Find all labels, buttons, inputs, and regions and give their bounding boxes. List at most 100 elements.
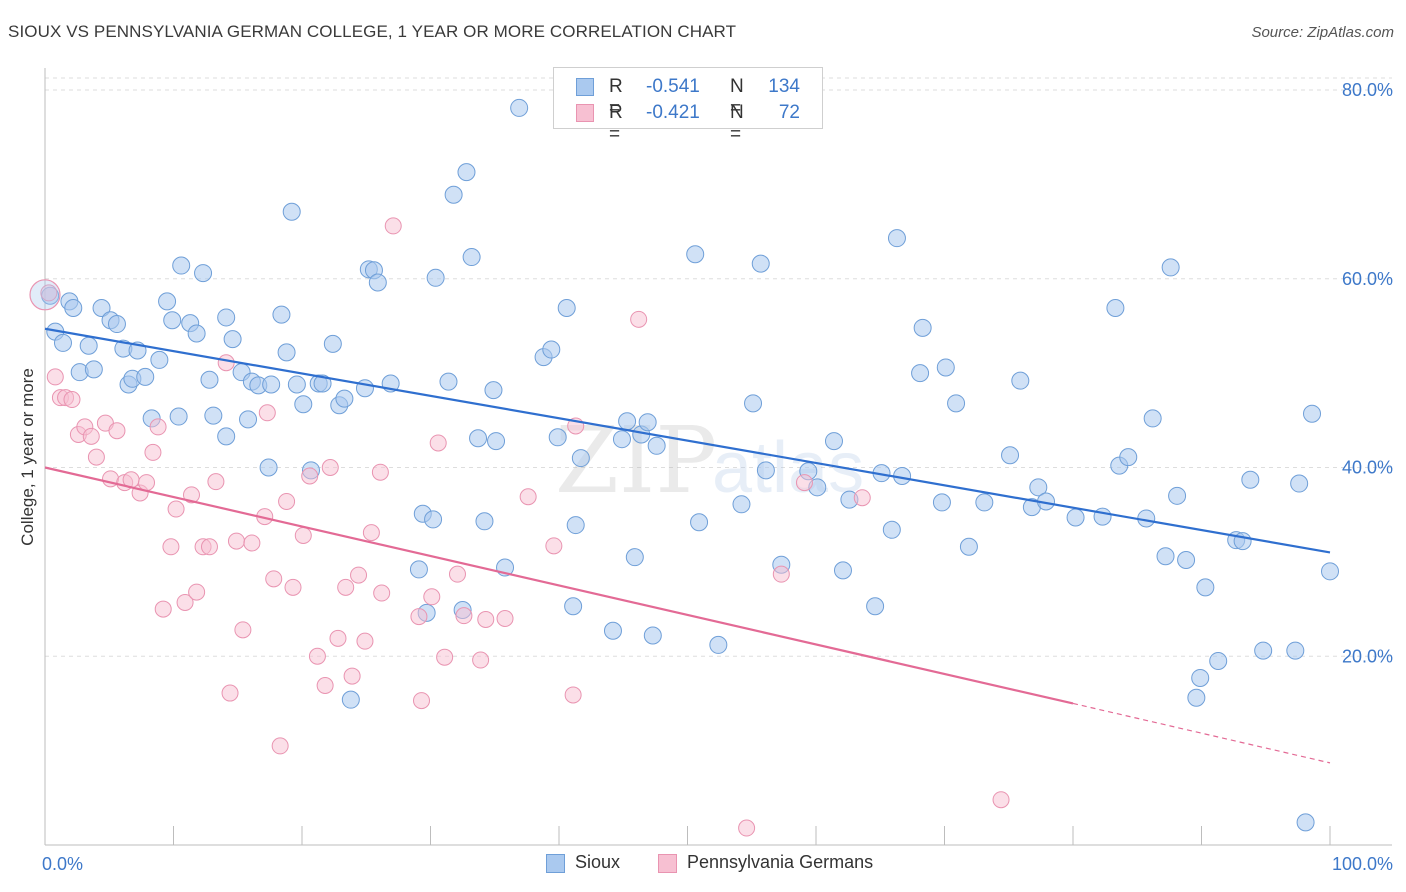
sioux-point (79, 336, 98, 355)
sioux-point (936, 358, 955, 377)
pa-german-point (200, 538, 218, 556)
pa-german-point (301, 467, 319, 485)
trend-lines (44, 327, 1331, 764)
pa-german-point (217, 354, 235, 372)
sioux-point (625, 548, 644, 567)
sioux-point (439, 372, 458, 391)
sioux-point (647, 436, 666, 455)
y-tick-label: 40.0% (1342, 458, 1393, 478)
sioux-point (424, 510, 443, 529)
sioux-point (1161, 258, 1180, 277)
sioux-point (1209, 651, 1228, 670)
sioux-point (510, 98, 529, 117)
sioux-point (335, 389, 354, 408)
sioux-point (272, 305, 291, 324)
pa-german-point (350, 566, 368, 584)
sioux-point (462, 248, 481, 267)
sioux-point (833, 561, 852, 580)
sioux-point (751, 254, 770, 273)
r-value: -0.421 (646, 102, 700, 123)
sioux-point (487, 432, 506, 451)
x-tick-label-max: 100.0% (1332, 854, 1393, 874)
pa-german-point (564, 686, 582, 704)
sioux-point (866, 597, 885, 616)
pa-german-point (154, 600, 172, 618)
sioux-point (187, 324, 206, 343)
sioux-point (136, 367, 155, 386)
pa-german-point (321, 459, 339, 476)
sioux-point (612, 430, 631, 449)
pa-german-point (343, 667, 361, 685)
source-credit: Source: ZipAtlas.com (1251, 24, 1394, 41)
sioux-point (200, 370, 219, 389)
pa-german-point (477, 610, 495, 628)
sioux-point (1156, 547, 1175, 566)
sioux-point (1191, 668, 1210, 687)
sioux-point (368, 273, 387, 292)
pa-german-point (738, 819, 756, 837)
sioux-point (158, 292, 177, 311)
pa-german-point (992, 791, 1010, 809)
pa-german-point (795, 474, 813, 492)
sioux-point (444, 185, 463, 204)
sioux-point (932, 493, 951, 512)
sioux-point (756, 461, 775, 480)
watermark: ZIP atlas (555, 407, 864, 514)
r-label: R = (609, 76, 623, 119)
y-tick-labels: 20.0% 40.0% 60.0% 80.0% (1342, 80, 1393, 666)
sioux-point (603, 621, 622, 640)
legend-label-sioux: Sioux (575, 852, 621, 872)
pa-german-point (149, 418, 167, 436)
sioux-point (1143, 409, 1162, 428)
axes (44, 68, 1392, 846)
sioux-point (1168, 486, 1187, 505)
pa-german-point (472, 651, 490, 669)
pa-german-series-points (29, 217, 1010, 837)
sioux-point (959, 537, 978, 556)
sioux-point (355, 379, 374, 398)
sioux-point (690, 513, 709, 532)
sioux-point (1119, 448, 1138, 467)
sioux-point (223, 330, 242, 349)
sioux-point (557, 299, 576, 318)
pa-german-point (337, 578, 355, 596)
x-tick-labels: 0.0% 100.0% (42, 854, 1393, 874)
pa-german-point (278, 492, 296, 510)
sioux-point (1286, 641, 1305, 660)
sioux-point (1093, 507, 1112, 526)
sioux-point (341, 690, 360, 709)
pa-german-point (455, 607, 473, 625)
pa-german-point (410, 608, 428, 626)
sioux-point (163, 311, 182, 330)
pa-german-point (371, 463, 389, 481)
sioux-point (643, 626, 662, 645)
pa-german-point (545, 537, 563, 555)
pa-german-point (258, 404, 276, 422)
sioux-point (287, 375, 306, 394)
sioux-point (1029, 478, 1048, 497)
pa-german-swatch (576, 104, 594, 122)
pa-german-point (384, 217, 402, 235)
pa-german-point (188, 583, 206, 601)
y-axis-label: College, 1 year or more (18, 368, 37, 546)
sioux-point (887, 229, 906, 248)
pa-german-point (243, 534, 261, 552)
sioux-point (913, 318, 932, 337)
sioux-point (975, 493, 994, 512)
pa-german-point (234, 621, 252, 639)
pa-german-point (373, 584, 391, 602)
sioux-point (542, 340, 561, 359)
sioux-point (618, 412, 637, 431)
sioux-point (92, 299, 111, 318)
pa-german-point (362, 524, 380, 542)
pa-german-point (356, 632, 374, 650)
sioux-point (475, 512, 494, 531)
sioux-point (426, 268, 445, 287)
pa-german-trend-line (44, 466, 1074, 705)
pa-german-point (496, 610, 514, 627)
sioux-point (1321, 562, 1339, 581)
pa-german-trend-extension (1072, 702, 1331, 764)
pa-german-point (176, 593, 194, 611)
sioux-point (150, 350, 169, 369)
sioux-point (282, 202, 301, 221)
